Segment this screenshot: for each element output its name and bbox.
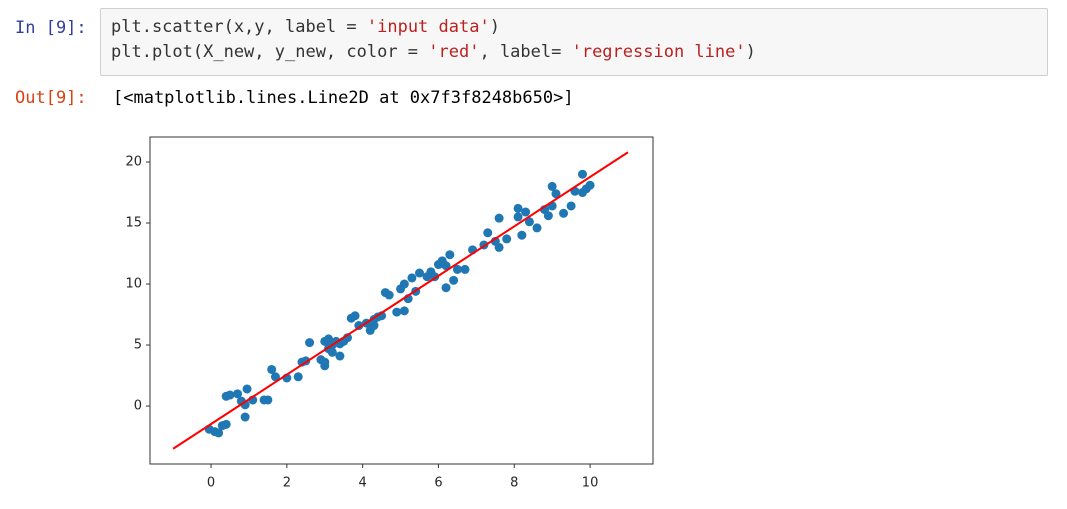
code-token: ) — [745, 42, 756, 62]
y-tick-label: 5 — [134, 338, 142, 353]
code-line: plt.plot(X_new, y_new, color = 'red', la… — [111, 42, 756, 62]
point — [449, 275, 459, 285]
regression-line — [172, 151, 629, 450]
point — [392, 307, 402, 317]
point — [551, 189, 561, 199]
point — [547, 181, 557, 191]
point — [483, 228, 493, 238]
point — [320, 357, 330, 367]
point — [214, 428, 224, 438]
point — [441, 283, 451, 293]
code-token: plt.scatter(x,y, label = — [111, 17, 367, 37]
point — [524, 217, 534, 227]
point — [407, 273, 417, 283]
code-token: , label= — [479, 42, 572, 62]
point — [494, 213, 504, 223]
point — [581, 184, 591, 194]
point — [305, 338, 315, 348]
point — [240, 412, 250, 422]
point — [399, 306, 409, 316]
x-tick-label: 8 — [510, 476, 518, 491]
chart: 0 2 4 6 8 10 0 5 10 15 20 — [125, 136, 654, 491]
point — [517, 230, 527, 240]
y-tick-label: 0 — [134, 399, 142, 414]
point — [452, 264, 462, 274]
y-tick-label: 10 — [125, 277, 142, 292]
code-token: 'input data' — [366, 17, 490, 37]
point — [270, 372, 280, 382]
point — [399, 279, 409, 289]
point — [263, 395, 273, 405]
plot-frame — [149, 136, 654, 465]
point — [559, 208, 569, 218]
point — [369, 321, 379, 331]
code-token: plt.plot(X_new, y_new, color = — [111, 42, 429, 62]
point — [502, 234, 512, 244]
y-tick-label: 15 — [125, 216, 142, 231]
point — [532, 223, 542, 233]
point — [225, 390, 235, 400]
code-token: ) — [489, 17, 500, 37]
x-tick-label: 6 — [434, 476, 442, 491]
point — [441, 261, 451, 271]
point — [293, 372, 303, 382]
y-tick-label: 20 — [125, 155, 142, 170]
point — [233, 389, 243, 399]
code-token: 'red' — [428, 42, 480, 62]
point — [513, 212, 523, 222]
point — [267, 364, 277, 374]
point — [327, 347, 337, 357]
point — [350, 311, 360, 321]
point — [335, 351, 345, 361]
code-cell[interactable]: plt.scatter(x,y, label = 'input data') pl… — [100, 8, 1048, 76]
x-tick-label: 2 — [283, 476, 291, 491]
point — [242, 384, 252, 394]
point — [543, 211, 553, 221]
input-prompt: In [9]: — [15, 18, 87, 38]
point — [577, 169, 587, 179]
x-tick-label: 0 — [207, 476, 215, 491]
point — [415, 268, 425, 278]
point — [494, 242, 504, 252]
output-prompt: Out[9]: — [15, 88, 87, 108]
point — [445, 250, 455, 260]
x-tick-label: 4 — [359, 476, 367, 491]
point — [221, 419, 231, 429]
point — [566, 201, 576, 211]
point — [521, 207, 531, 217]
x-tick-label: 10 — [582, 476, 599, 491]
point — [513, 203, 523, 213]
code-line: plt.scatter(x,y, label = 'input data') — [111, 17, 500, 37]
output-text: [<matplotlib.lines.Line2D at 0x7f3f8248b… — [113, 88, 574, 108]
point — [384, 290, 394, 300]
point — [354, 321, 364, 331]
code-token: 'regression line' — [571, 42, 746, 62]
point — [460, 264, 470, 274]
